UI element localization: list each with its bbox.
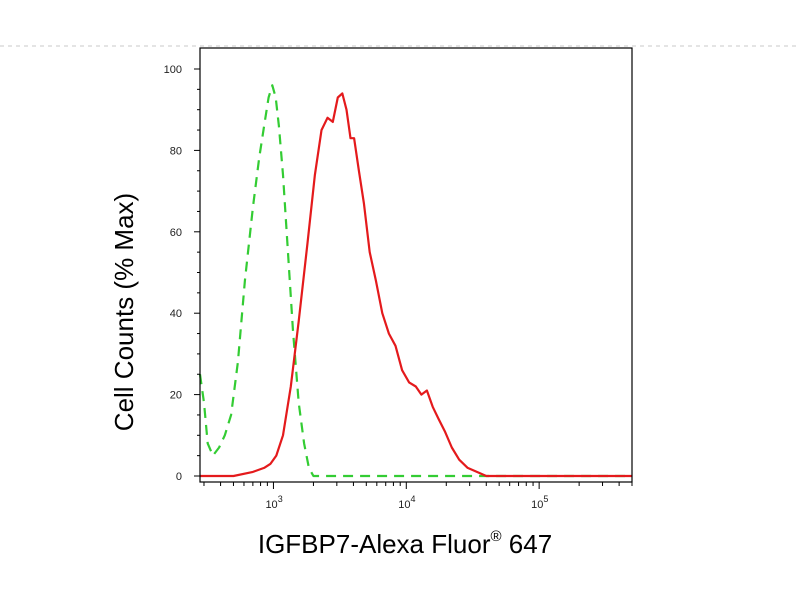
x-tick-label-exp-0: 3	[278, 494, 283, 504]
x-tick-label-0: 103	[265, 494, 282, 511]
x-axis-title-superscript: ®	[490, 528, 501, 545]
x-axis-title-main: IGFBP7-Alexa Fluor	[258, 529, 491, 559]
y-tick-label-1: 20	[170, 390, 182, 402]
y-tick-label-2: 40	[170, 308, 182, 320]
x-tick-label-1: 104	[398, 494, 415, 511]
x-tick-label-exp-2: 5	[543, 494, 548, 504]
x-axis-title-suffix: 647	[502, 529, 553, 559]
y-tick-label-3: 60	[170, 227, 182, 239]
x-tick-label-base-2: 10	[531, 499, 543, 511]
x-axis-title: IGFBP7-Alexa Fluor® 647	[258, 528, 552, 559]
x-tick-label-exp-1: 4	[411, 494, 416, 504]
series-layer	[198, 84, 632, 478]
x-tick-label-base-0: 10	[265, 499, 277, 511]
control-series-line	[198, 84, 632, 478]
x-tick-label-base-1: 10	[398, 499, 410, 511]
sample-series-line	[200, 92, 632, 478]
plot-frame	[199, 47, 633, 483]
axes-layer	[199, 47, 633, 483]
y-tick-label-0: 0	[176, 471, 182, 483]
y-tick-label-4: 80	[170, 145, 182, 157]
y-axis-title: Cell Counts (% Max)	[109, 193, 139, 431]
x-tick-label-2: 105	[531, 494, 548, 511]
y-tick-label-5: 100	[164, 64, 182, 76]
